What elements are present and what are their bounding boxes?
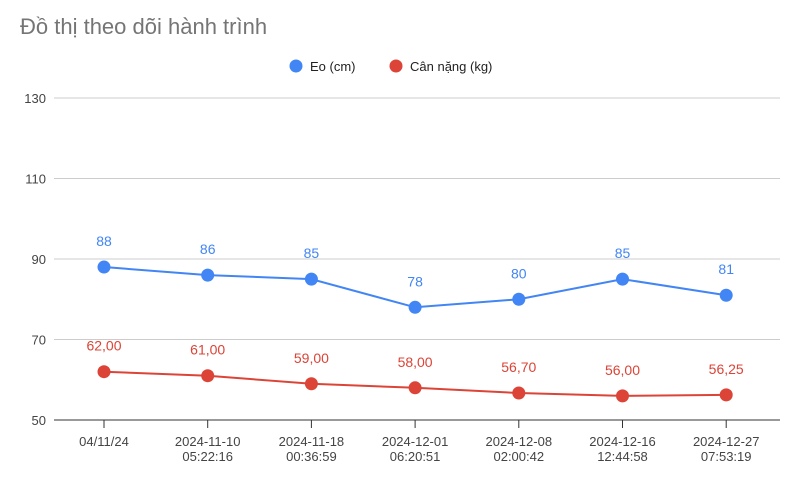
x-tick-label: 12:44:58 — [597, 449, 648, 464]
x-tick-label: 2024-12-27 — [693, 434, 760, 449]
data-label: 78 — [407, 273, 423, 289]
x-tick-label: 00:36:59 — [286, 449, 337, 464]
legend-marker — [389, 59, 403, 73]
data-point[interactable] — [201, 268, 215, 282]
data-label: 85 — [304, 245, 320, 261]
legend-marker — [289, 59, 303, 73]
x-tick-label: 2024-12-08 — [486, 434, 553, 449]
x-tick-label: 06:20:51 — [390, 449, 441, 464]
data-point[interactable] — [201, 369, 215, 383]
data-point[interactable] — [97, 260, 111, 274]
x-tick-label: 2024-12-01 — [382, 434, 449, 449]
data-label: 62,00 — [86, 338, 121, 354]
data-label: 59,00 — [294, 350, 329, 366]
chart-title: Đồ thị theo dõi hành trình — [20, 14, 268, 39]
data-point[interactable] — [616, 389, 629, 403]
legend-label: Cân nặng (kg) — [410, 59, 492, 74]
data-label: 85 — [615, 245, 631, 261]
data-point[interactable] — [616, 272, 629, 286]
data-point[interactable] — [97, 365, 111, 379]
x-tick-label: 2024-11-18 — [279, 434, 345, 449]
y-tick-label: 110 — [25, 172, 46, 187]
data-label: 88 — [96, 233, 112, 249]
x-tick-label: 02:00:42 — [493, 449, 544, 464]
data-label: 56,70 — [501, 359, 536, 375]
data-label: 56,00 — [605, 362, 640, 378]
data-label: 86 — [200, 241, 216, 257]
y-tick-label: 90 — [32, 252, 46, 267]
legend-label: Eo (cm) — [310, 59, 356, 74]
data-point[interactable] — [719, 288, 733, 302]
data-point[interactable] — [304, 272, 318, 286]
x-tick-label: 2024-12-16 — [589, 434, 656, 449]
y-tick-label: 50 — [32, 413, 46, 428]
data-label: 61,00 — [190, 342, 225, 358]
data-point[interactable] — [512, 292, 526, 306]
data-label: 56,25 — [709, 361, 744, 377]
data-point[interactable] — [304, 377, 318, 391]
data-label: 81 — [718, 261, 734, 277]
data-label: 58,00 — [398, 354, 433, 370]
data-point[interactable] — [512, 386, 526, 400]
x-tick-label: 2024-11-10 — [175, 434, 241, 449]
data-point[interactable] — [719, 388, 733, 402]
x-tick-label: 07:53:19 — [701, 449, 752, 464]
y-tick-label: 130 — [24, 91, 46, 106]
x-tick-label: 04/11/24 — [79, 434, 129, 449]
y-tick-label: 70 — [32, 333, 46, 348]
data-point[interactable] — [408, 300, 422, 314]
x-tick-label: 05:22:16 — [182, 449, 233, 464]
data-label: 80 — [511, 265, 527, 281]
data-point[interactable] — [408, 381, 422, 395]
